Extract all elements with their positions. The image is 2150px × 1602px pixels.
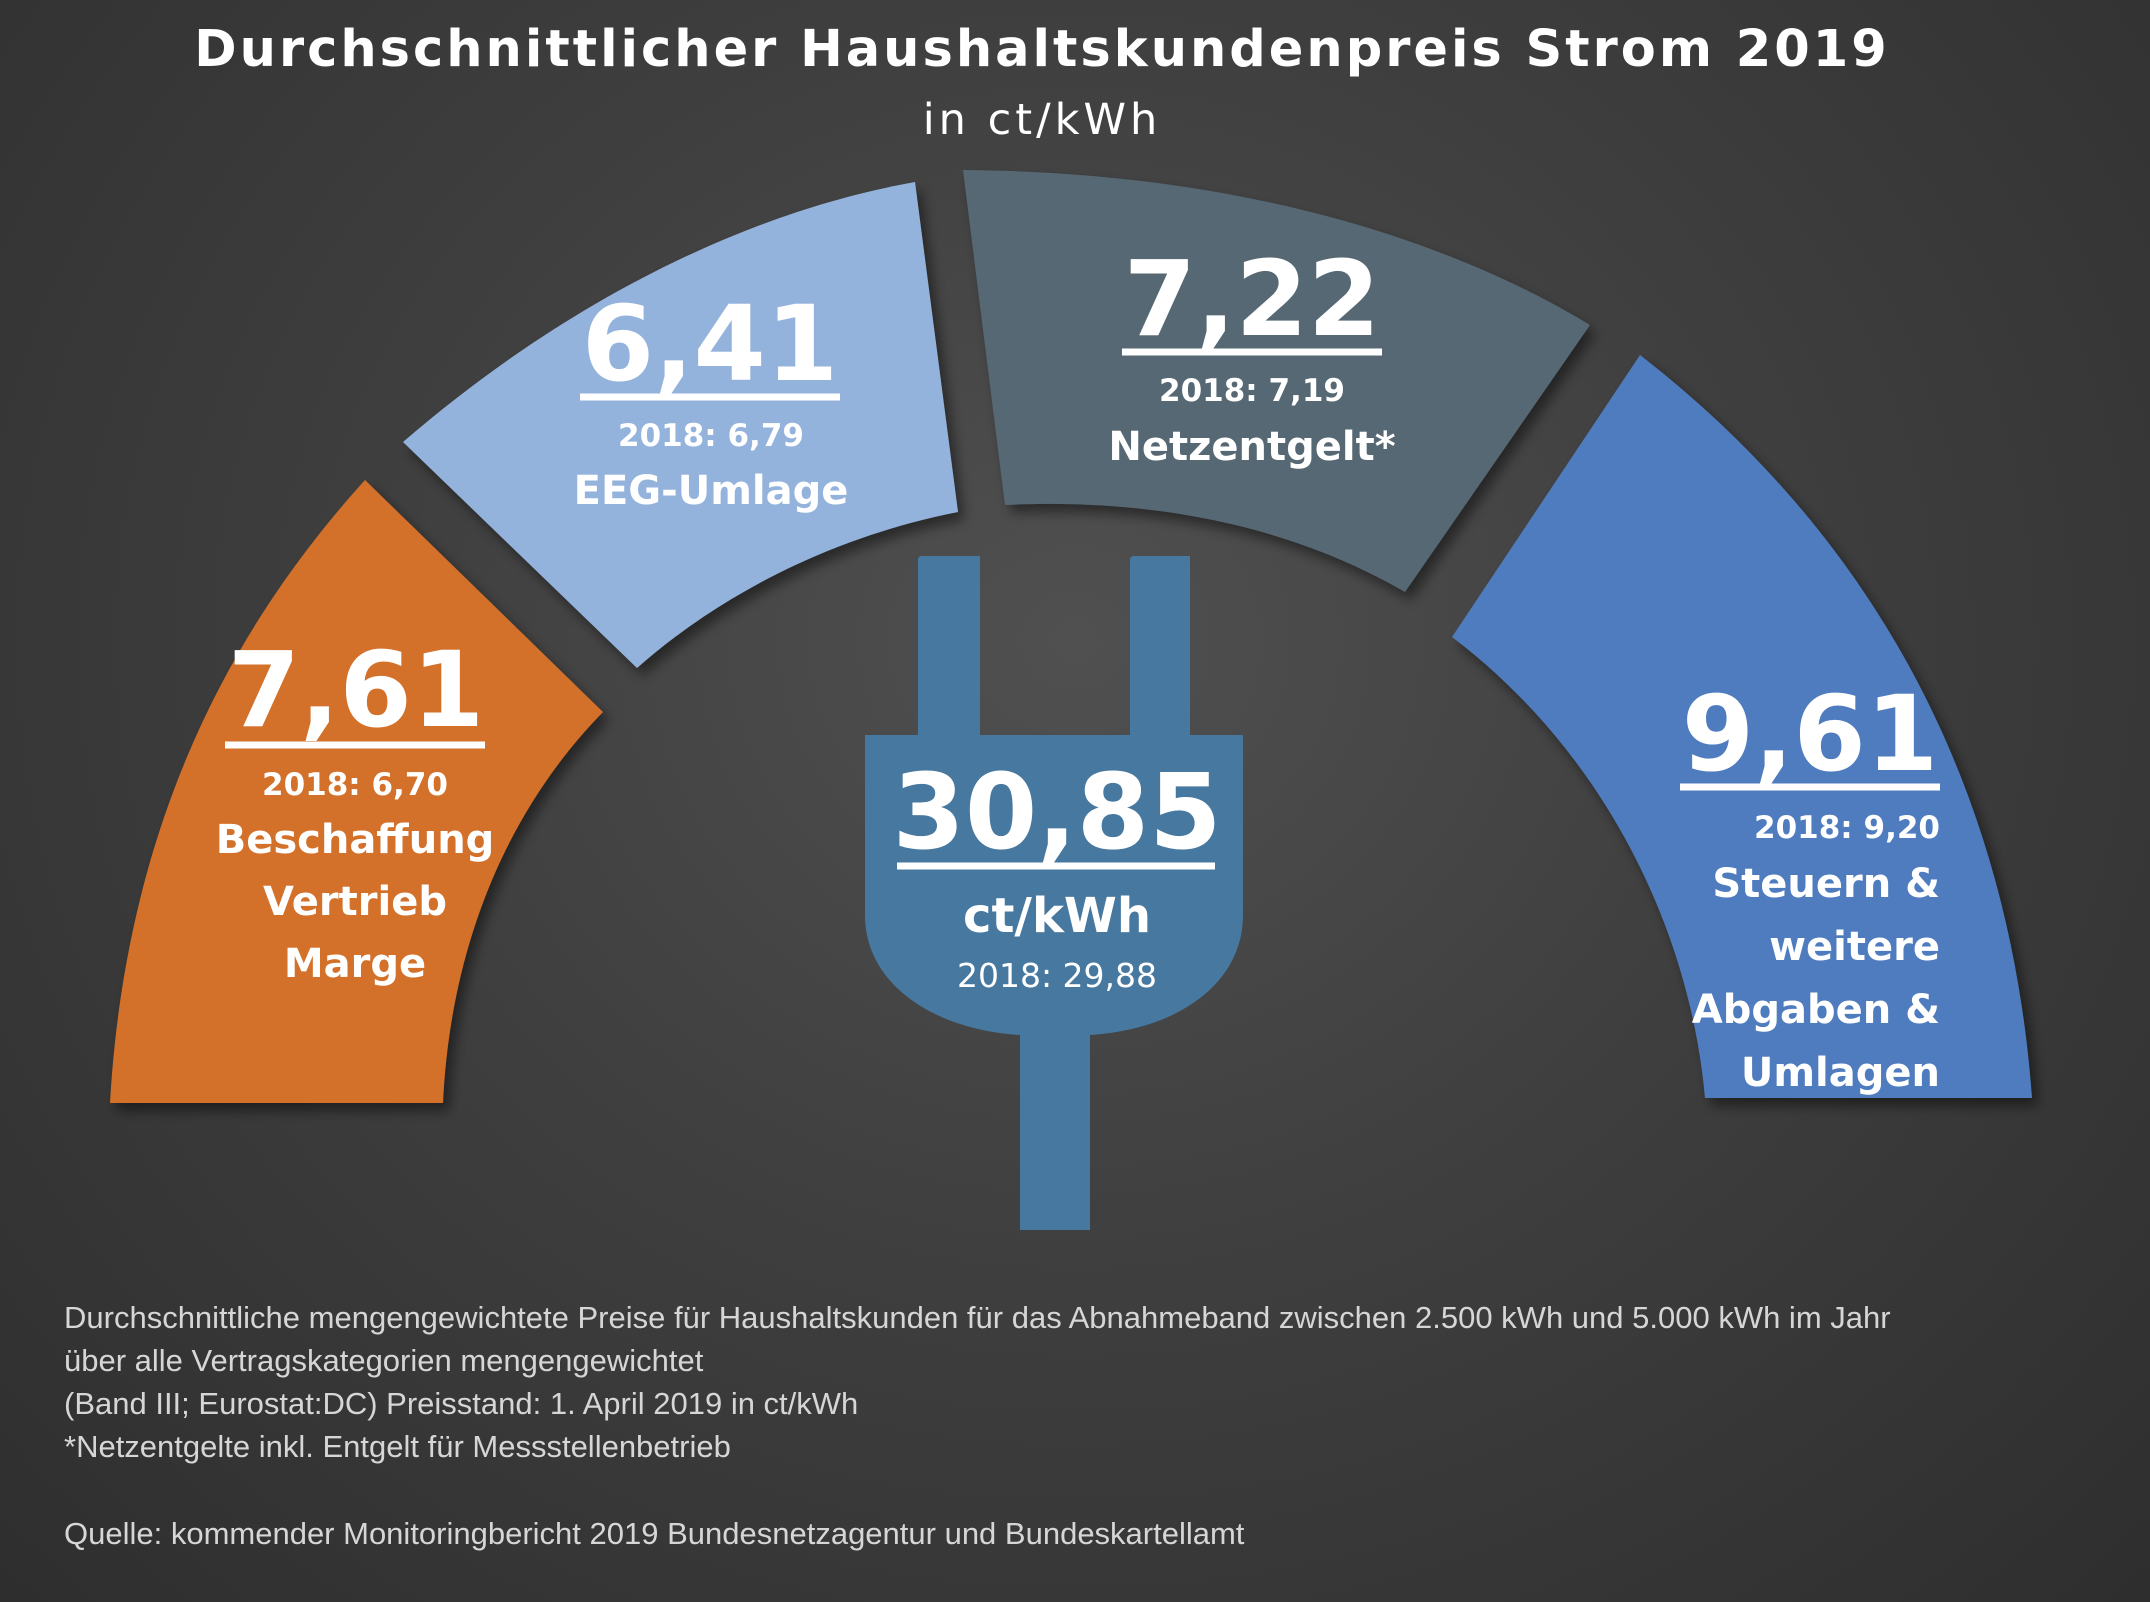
- source-note: Quelle: kommender Monitoringbericht 2019…: [64, 1516, 1245, 1551]
- prev-steuern: 2018: 9,20: [1754, 810, 1940, 846]
- footnote-line-4: *Netzentgelte inkl. Entgelt für Messstel…: [64, 1429, 731, 1464]
- label-steuern-line3: Abgaben &: [1692, 987, 1940, 1033]
- label-eeg: EEG-Umlage: [574, 468, 849, 514]
- label-beschaffung-line2: Vertrieb: [263, 879, 447, 925]
- label-beschaffung-line3: Marge: [284, 941, 426, 987]
- value-eeg: 6,41: [582, 283, 839, 405]
- label-beschaffung-line1: Beschaffung: [216, 817, 495, 863]
- total-prev: 2018: 29,88: [957, 956, 1157, 995]
- segment-netz: [963, 170, 1590, 592]
- value-netz: 7,22: [1124, 238, 1381, 360]
- total-unit: ct/kWh: [963, 888, 1151, 944]
- plug-icon: [865, 556, 1243, 1230]
- chart-title: Durchschnittlicher Haushaltskundenpreis …: [194, 20, 1889, 79]
- chart-subtitle: in ct/kWh: [923, 95, 1162, 145]
- prev-netz: 2018: 7,19: [1159, 373, 1345, 409]
- segment-beschaffung: [110, 480, 603, 1103]
- total-value: 30,85: [893, 751, 1222, 873]
- footnotes: Durchschnittliche mengengewichtete Preis…: [64, 1296, 2114, 1555]
- footnote-line-1: Durchschnittliche mengengewichtete Preis…: [64, 1300, 1891, 1335]
- footnote-line-2: über alle Vertragskategorien mengengewic…: [64, 1343, 704, 1378]
- label-netz: Netzentgelt*: [1108, 424, 1395, 470]
- label-steuern-line4: Umlagen: [1741, 1050, 1940, 1096]
- segment-steuern: [1452, 355, 2032, 1098]
- label-steuern-line1: Steuern &: [1712, 861, 1940, 907]
- label-steuern-line2: weitere: [1769, 924, 1940, 970]
- value-steuern: 9,61: [1682, 673, 1939, 795]
- footnote-line-3: (Band III; Eurostat:DC) Preisstand: 1. A…: [64, 1386, 859, 1421]
- prev-eeg: 2018: 6,79: [618, 418, 804, 454]
- value-beschaffung: 7,61: [228, 629, 485, 751]
- segment-eeg: [403, 182, 958, 668]
- prev-beschaffung: 2018: 6,70: [262, 767, 448, 803]
- plug-body: [865, 556, 1243, 1230]
